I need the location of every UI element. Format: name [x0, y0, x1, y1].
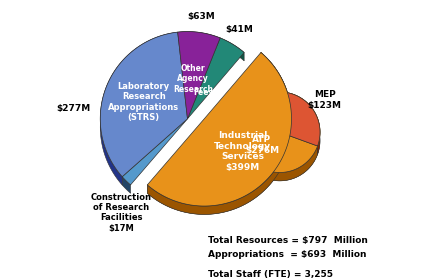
Text: Other
Agency
Research: Other Agency Research	[173, 64, 213, 94]
Text: $41M: $41M	[225, 25, 253, 34]
Polygon shape	[239, 92, 320, 181]
Text: Construction
of Research
Facilities
$17M: Construction of Research Facilities $17M	[91, 193, 152, 233]
Polygon shape	[122, 177, 130, 193]
Text: ATP
$276M: ATP $276M	[245, 135, 279, 155]
Polygon shape	[147, 53, 320, 206]
Polygon shape	[122, 119, 187, 185]
Text: Industrial
Technology
Services
$399M: Industrial Technology Services $399M	[214, 131, 271, 172]
Polygon shape	[220, 38, 244, 61]
Polygon shape	[239, 92, 318, 181]
Polygon shape	[147, 53, 292, 206]
Text: Laboratory
Research
Appropriations
(STRS): Laboratory Research Appropriations (STRS…	[108, 82, 179, 122]
Text: Total Staff (FTE) = 3,255: Total Staff (FTE) = 3,255	[208, 270, 333, 278]
Polygon shape	[178, 32, 220, 119]
Text: Total Resources = $797  Million: Total Resources = $797 Million	[208, 236, 368, 245]
Text: $277M: $277M	[56, 104, 90, 113]
Text: MEP
$123M: MEP $123M	[308, 90, 342, 110]
Polygon shape	[279, 92, 320, 146]
Polygon shape	[279, 92, 320, 154]
Text: Appropriations  = $693  Million: Appropriations = $693 Million	[208, 250, 366, 259]
Polygon shape	[100, 32, 178, 185]
Text: $63M: $63M	[187, 12, 215, 21]
Polygon shape	[239, 92, 318, 172]
Polygon shape	[178, 32, 220, 46]
Polygon shape	[187, 38, 244, 119]
Polygon shape	[147, 53, 292, 214]
Polygon shape	[100, 32, 187, 177]
Text: Fees: Fees	[193, 88, 213, 98]
Polygon shape	[147, 53, 292, 214]
